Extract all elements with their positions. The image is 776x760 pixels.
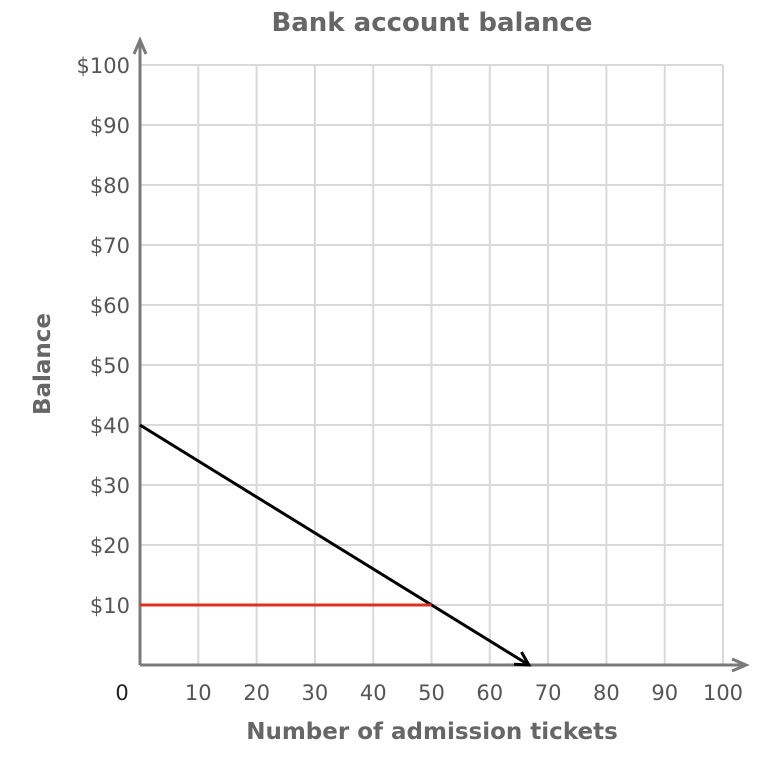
y-tick-label: $50: [90, 354, 130, 378]
x-tick-label: 100: [703, 681, 743, 705]
x-tick-label: 70: [535, 681, 562, 705]
x-tick-label: 50: [418, 681, 445, 705]
y-axis-label: Balance: [30, 313, 56, 415]
y-tick-label: $70: [90, 234, 130, 258]
x-tick-label: 60: [476, 681, 503, 705]
x-tick-label: 20: [243, 681, 270, 705]
chart-title: Bank account balance: [271, 8, 592, 38]
origin-label: 0: [115, 681, 128, 705]
x-axis-arrow-icon: [731, 657, 750, 673]
x-tick-label: 80: [593, 681, 620, 705]
x-tick-label: 40: [360, 681, 387, 705]
y-tick-label: $20: [90, 534, 130, 558]
series-arrow-icon: [513, 651, 532, 667]
series-line: [139, 423, 530, 667]
tick-labels: 10 20 30 40 50 60 70 80 90 100 $10 $20 $30 $40 $50 $60 $…: [77, 54, 744, 705]
grid: [140, 64, 724, 665]
y-tick-label: $10: [90, 594, 130, 618]
y-tick-label: $40: [90, 414, 130, 438]
x-axis-label: Number of admission tickets: [246, 719, 618, 745]
y-tick-label: $100: [77, 54, 130, 78]
y-axis-arrow-icon: [132, 36, 148, 55]
y-tick-label: $60: [90, 294, 130, 318]
x-tick-label: 90: [651, 681, 678, 705]
x-tick-label: 30: [302, 681, 329, 705]
axes: [132, 36, 750, 673]
series-layer: [139, 423, 532, 667]
y-tick-label: $30: [90, 474, 130, 498]
x-tick-label: 10: [185, 681, 212, 705]
y-tick-label: $80: [90, 174, 130, 198]
y-tick-label: $90: [90, 114, 130, 138]
